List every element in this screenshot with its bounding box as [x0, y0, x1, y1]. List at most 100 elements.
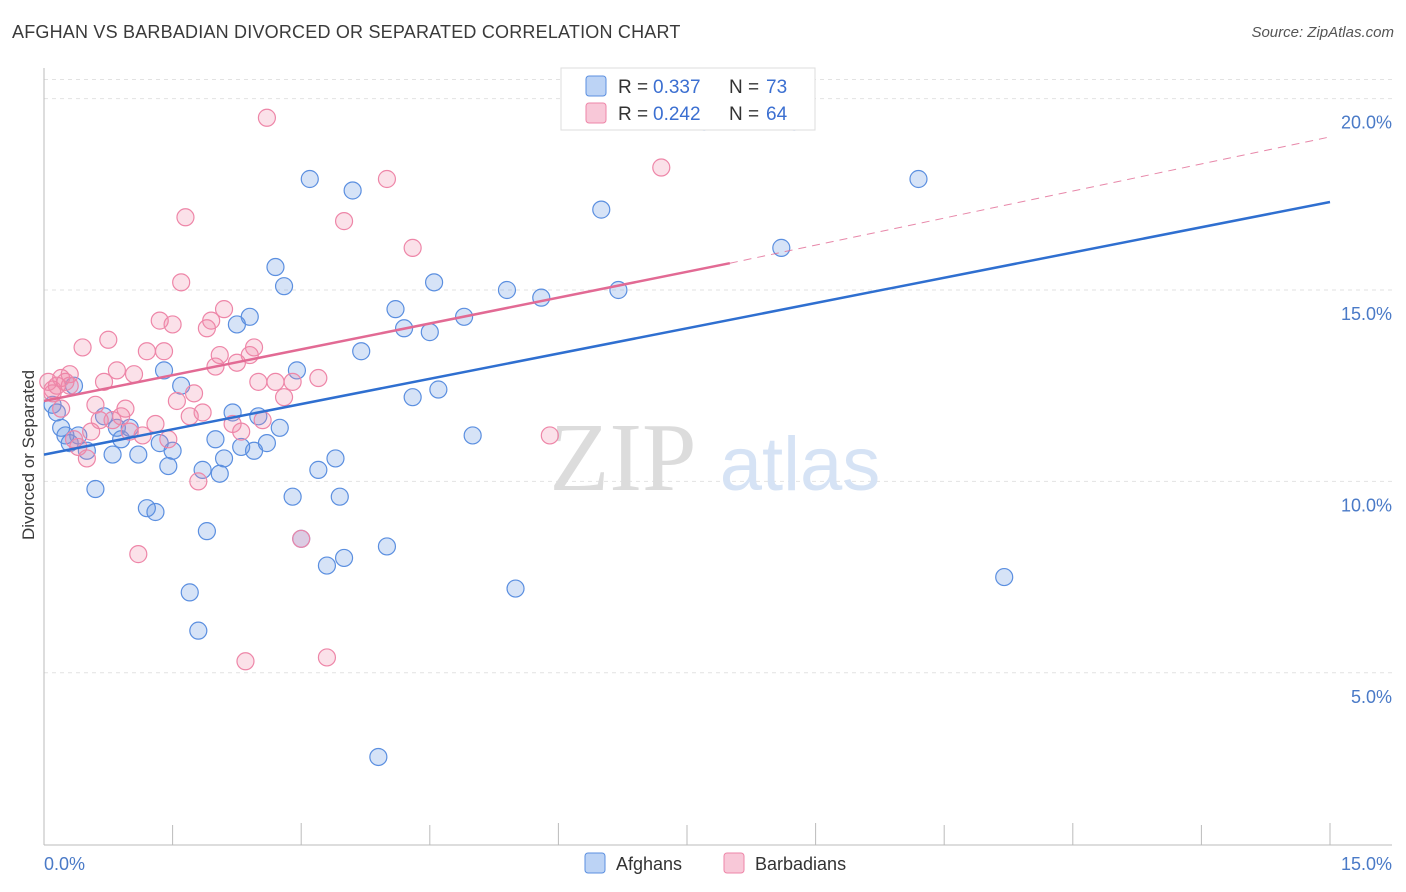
y-tick-label-20: 20.0%: [1341, 113, 1392, 133]
barbadians-point-55: [317, 648, 337, 667]
barbadians-point-34: [189, 472, 208, 491]
barbadians-point-16: [107, 361, 126, 380]
barbadians-point-23: [137, 342, 156, 361]
barbadians-point-48: [253, 411, 272, 430]
afghans-point-43: [309, 460, 328, 479]
barbadians-swatch: [585, 102, 607, 124]
afghans-point-55: [420, 323, 439, 342]
stats-legend: R = 0.337 N = 73 R = 0.242 N = 64: [560, 67, 816, 131]
afghans-point-49: [352, 342, 371, 361]
y-tick-label-10: 10.0%: [1341, 495, 1392, 515]
afghans-point-23: [189, 621, 208, 640]
afghans-point-15: [137, 499, 156, 518]
afghans-point-54: [403, 388, 422, 407]
barbadians-point-39: [210, 345, 229, 365]
barbadians-point-60: [652, 158, 671, 177]
afghans-point-28: [214, 449, 234, 468]
afghans-point-36: [266, 257, 285, 277]
barbadians-point-63: [52, 399, 71, 418]
afghans-point-57: [429, 380, 448, 399]
axes: [43, 68, 1392, 846]
legend-barbadians-label: Barbadians: [755, 854, 846, 874]
watermark-zip: ZIP: [550, 404, 697, 512]
afghans-point-69: [995, 567, 1014, 587]
x-tick-label-15: 15.0%: [1341, 854, 1392, 874]
afghans-point-59: [463, 426, 482, 445]
afghans-point-19: [159, 456, 178, 476]
afghans-n-label: N =: [729, 77, 759, 98]
afghans-point-42: [300, 169, 319, 189]
barbadians-point-58: [403, 238, 422, 257]
afghans-point-8: [86, 479, 105, 499]
afghans-point-14: [129, 445, 148, 464]
barbadians-trend-extension: [729, 136, 1331, 264]
afghans-point-44: [317, 556, 337, 575]
barbadians-point-56: [334, 212, 354, 231]
afghans-r-label: R =: [618, 77, 648, 98]
y-tick-labels: 5.0% 10.0% 15.0% 20.0%: [1341, 113, 1392, 707]
afghans-swatch: [585, 75, 607, 97]
barbadians-point-33: [184, 384, 204, 403]
barbadians-point-14: [99, 330, 118, 349]
barbadians-point-26: [154, 342, 174, 361]
afghans-point-37: [270, 418, 289, 437]
afghans-point-25: [197, 522, 216, 541]
afghans-point-50: [369, 747, 388, 767]
barbadians-point-49: [257, 108, 277, 127]
watermark-atlas: atlas: [720, 422, 881, 507]
barbadians-point-12: [90, 411, 109, 430]
barbadians-n-value: 64: [766, 104, 788, 125]
afghans-point-66: [772, 238, 791, 257]
barbadians-point-37: [202, 311, 221, 330]
afghans-point-56: [424, 273, 444, 292]
barbadians-point-40: [214, 300, 234, 319]
afghans-point-45: [326, 449, 345, 468]
barbadians-point-20: [124, 365, 144, 384]
afghans-point-60: [497, 280, 517, 300]
barbadians-point-47: [249, 372, 268, 391]
afghans-point-63: [592, 200, 611, 219]
barbadians-point-31: [176, 208, 195, 227]
afghans-point-39: [283, 487, 302, 506]
barbadians-point-61: [43, 380, 62, 399]
afghans-point-20: [163, 441, 182, 460]
barbadians-point-50: [266, 372, 285, 391]
afghans-point-47: [334, 548, 354, 568]
watermark: ZIP atlas: [550, 404, 881, 512]
barbadians-point-54: [309, 368, 328, 388]
afghans-point-61: [506, 579, 525, 598]
series-legend: Afghans Barbadians: [584, 852, 846, 874]
legend-afghans-label: Afghans: [616, 854, 682, 874]
afghans-point-48: [343, 181, 362, 200]
barbadians-point-11: [86, 395, 105, 414]
barbadians-point-8: [73, 338, 92, 357]
barbadians-point-13: [94, 372, 114, 391]
barbadians-point-57: [377, 169, 397, 189]
barbadians-point-15: [103, 411, 122, 430]
grid-lines: [44, 78, 1392, 674]
afghans-point-10: [103, 445, 122, 464]
afghans-point-62: [532, 288, 551, 307]
afghans-trend-line: [43, 200, 1331, 456]
afghans-point-51: [377, 537, 397, 556]
barbadians-point-62: [60, 365, 79, 384]
barbadians-point-52: [283, 372, 302, 391]
barbadians-point-24: [146, 414, 165, 434]
barbadians-points: [39, 108, 671, 671]
chart-title: AFGHAN VS BARBADIAN DIVORCED OR SEPARATE…: [12, 22, 681, 42]
afghans-point-32: [240, 307, 259, 326]
source-label: Source: ZipAtlas.com: [1251, 24, 1394, 41]
barbadians-point-9: [77, 449, 96, 468]
afghans-point-38: [274, 277, 294, 296]
y-tick-label-15: 15.0%: [1341, 304, 1392, 324]
trend-lines: [43, 136, 1331, 456]
legend-afghans-swatch: [584, 852, 606, 874]
afghans-point-16: [146, 502, 165, 522]
afghans-point-52: [386, 300, 405, 319]
barbadians-point-44: [236, 652, 255, 671]
x-tick-label-0: 0.0%: [44, 854, 85, 874]
afghans-point-27: [210, 464, 229, 483]
legend-barbadians-swatch: [723, 852, 745, 874]
barbadians-point-59: [540, 426, 559, 445]
